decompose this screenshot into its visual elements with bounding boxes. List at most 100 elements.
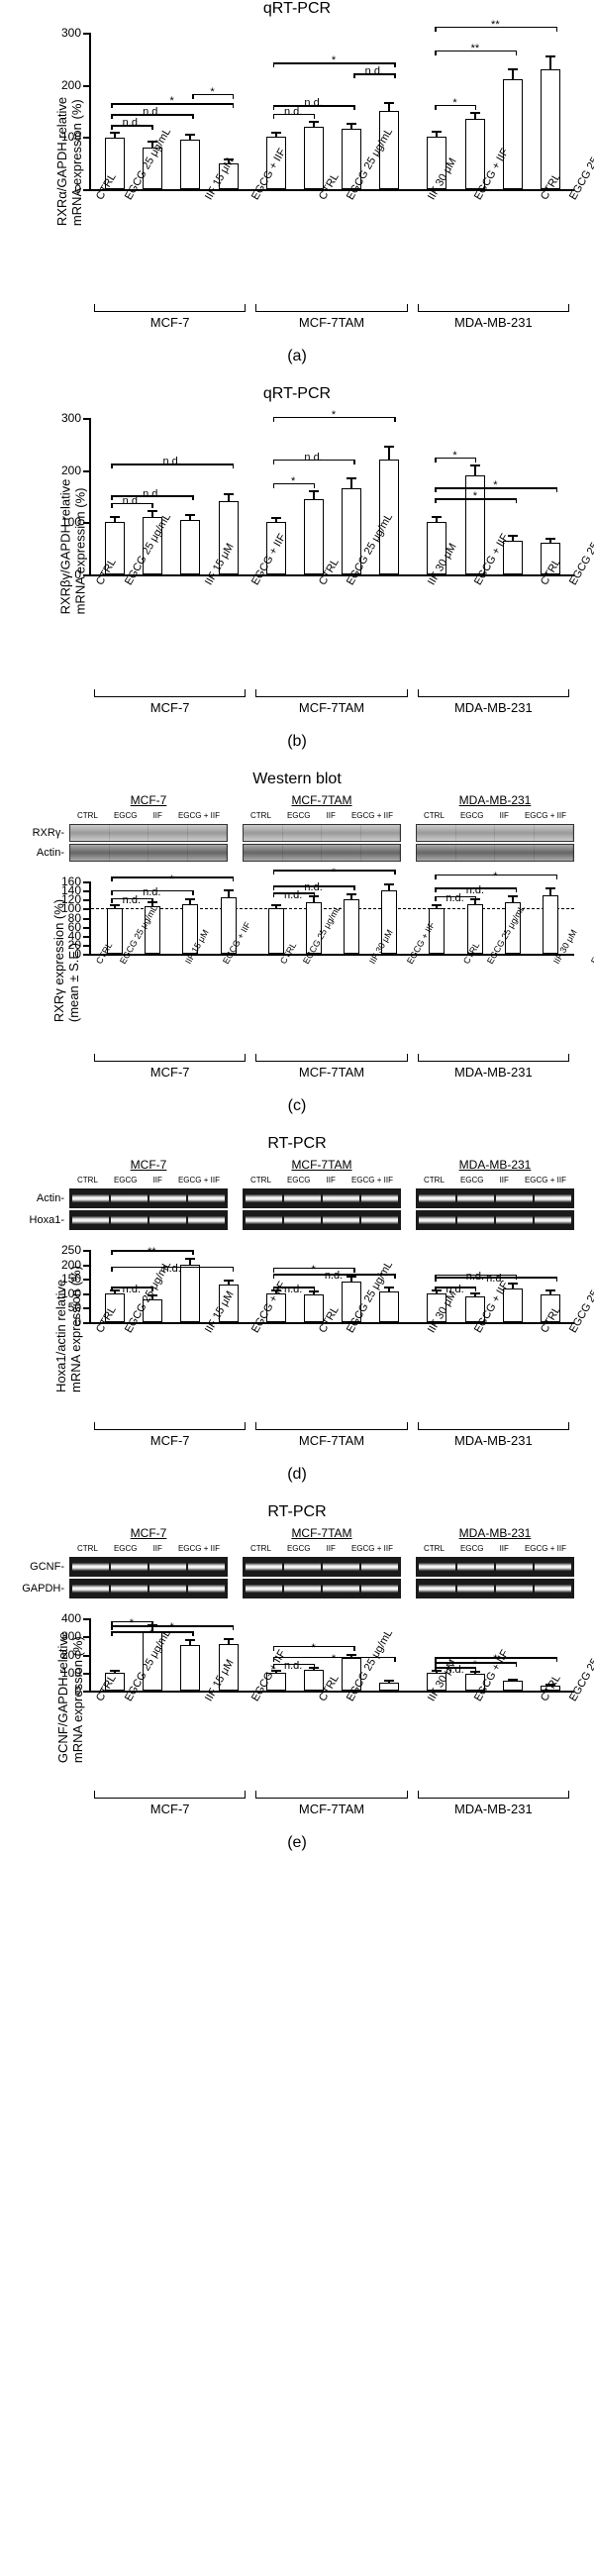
sig-label: n.d.: [446, 892, 463, 904]
blot-cell-label: MCF-7TAM: [243, 1158, 401, 1172]
y-tick-label: 200: [47, 1258, 81, 1272]
chart-title: RT-PCR: [0, 1503, 594, 1521]
cell-line-label: MCF-7TAM: [250, 315, 412, 330]
cell-line-label: MCF-7TAM: [250, 1802, 412, 1816]
sig-label: n.d.: [284, 106, 302, 118]
blot-section: MCF-7MCF-7TAMMDA-MB-231CTRLEGCGIIFEGCG +…: [20, 1526, 574, 1598]
chart-title: qRT-PCR: [0, 0, 594, 18]
sig-label: n.d.: [365, 65, 383, 77]
cell-line-label: MCF-7: [89, 315, 250, 330]
blot-cell-label: MCF-7: [69, 1526, 228, 1540]
chart-title: Western blot: [0, 771, 594, 788]
blot-cell-label: MCF-7TAM: [243, 793, 401, 807]
sig-label: *: [473, 1659, 477, 1671]
y-tick-label: 200: [47, 464, 81, 477]
protein-label: GAPDH-: [20, 1583, 69, 1595]
sig-label: n.d.: [325, 1270, 343, 1282]
sig-label: *: [473, 490, 477, 502]
sig-label: *: [332, 409, 336, 421]
panel-label: (a): [0, 348, 594, 365]
y-tick-label: 200: [47, 78, 81, 92]
gel-band: [416, 1557, 574, 1577]
sig-label: *: [332, 867, 336, 878]
cell-line-label: MCF-7TAM: [250, 1065, 412, 1080]
sig-label: **: [491, 19, 500, 31]
chart-a: RXRα/GAPDH relativemRNA expression (%)01…: [10, 23, 584, 300]
blot-band: [243, 824, 401, 842]
protein-label: RXRγ-: [20, 827, 69, 839]
protein-label: Hoxa1-: [20, 1214, 69, 1226]
panel-a: qRT-PCR RXRα/GAPDH relativemRNA expressio…: [0, 0, 594, 365]
y-tick-label: 0: [47, 1315, 81, 1329]
y-axis-label: RXRα/GAPDH relativemRNA expression (%): [54, 97, 84, 226]
gel-band: [416, 1188, 574, 1208]
cell-line-label: MCF-7: [89, 1065, 250, 1080]
blot-band: [69, 844, 228, 862]
gel-band: [416, 1210, 574, 1230]
panel-label: (b): [0, 733, 594, 751]
chart-c: RXRγ expression (%)(mean ± S.E.)02040608…: [10, 872, 584, 1050]
sig-label: *: [210, 86, 214, 98]
cell-line-label: MCF-7TAM: [250, 700, 412, 715]
chart-d: Hoxa1/actin relativemRNA expression (%)0…: [10, 1240, 584, 1418]
y-tick-label: 50: [47, 1300, 81, 1314]
sig-label: n.d.: [304, 452, 322, 464]
sig-label: *: [493, 871, 497, 882]
blot-cell-label: MDA-MB-231: [416, 1158, 574, 1172]
cell-line-label: MCF-7: [89, 1802, 250, 1816]
cell-line-label: MCF-7: [89, 1433, 250, 1448]
gel-band: [243, 1210, 401, 1230]
sig-label: *: [311, 1642, 315, 1654]
sig-label: *: [332, 1653, 336, 1665]
group-brackets: MCF-7MCF-7TAMMDA-MB-231: [89, 1054, 574, 1080]
sig-label: **: [471, 43, 480, 54]
sig-label: *: [149, 1627, 153, 1639]
sig-label: n.d.: [143, 886, 160, 898]
cell-line-label: MCF-7: [89, 700, 250, 715]
sig-label: *: [130, 1617, 134, 1629]
blot-section: MCF-7 MCF-7TAM MDA-MB-231 CTRLEGCGIIFEGCG +…: [20, 1158, 574, 1230]
sig-label: n.d.: [162, 456, 180, 467]
sig-label: *: [452, 97, 456, 109]
chart-b: RXRβγ/GAPDH relativemRNA expression (%)0…: [10, 408, 584, 685]
sig-label: *: [170, 95, 174, 107]
blot-cell-label: MCF-7: [69, 1158, 228, 1172]
sig-label: n.d.: [284, 889, 302, 901]
sig-label: n.d.: [143, 106, 160, 118]
y-tick-label: 0: [47, 567, 81, 581]
blot-lane-headers: CTRLEGCGIIFEGCG + IIF: [416, 1176, 574, 1185]
blot-band: [243, 844, 401, 862]
panel-label: (e): [0, 1834, 594, 1852]
y-tick-label: 300: [47, 411, 81, 425]
y-axis-label: RXRβγ/GAPDH relativemRNA expression (%): [57, 479, 87, 615]
sig-label: *: [291, 475, 295, 487]
gel-band: [243, 1579, 401, 1598]
sig-label: n.d.: [123, 894, 141, 906]
blot-lane-headers: CTRLEGCGIIFEGCG + IIF: [69, 811, 228, 820]
panel-label: (d): [0, 1466, 594, 1484]
y-tick-label: 300: [47, 1629, 81, 1643]
blot-band: [416, 844, 574, 862]
protein-label: Actin-: [20, 1192, 69, 1204]
group-brackets: MCF-7MCF-7TAMMDA-MB-231: [89, 304, 574, 330]
cell-line-label: MDA-MB-231: [413, 1802, 574, 1816]
cell-line-label: MDA-MB-231: [413, 1433, 574, 1448]
blot-lane-headers: CTRLEGCGIIFEGCG + IIF: [69, 1544, 228, 1553]
sig-label: n.d.: [143, 488, 160, 500]
gel-band: [69, 1210, 228, 1230]
blot-lane-headers: CTRLEGCGIIFEGCG + IIF: [416, 811, 574, 820]
x-labels: CTRLEGCG 25 μg/mLIIF 15 μMEGCG + IIFCTRL…: [89, 1324, 574, 1418]
protein-label: Actin-: [20, 847, 69, 859]
sig-label: *: [332, 54, 336, 66]
y-tick-label: 100: [47, 1666, 81, 1680]
group-brackets: MCF-7MCF-7TAMMDA-MB-231: [89, 1791, 574, 1816]
chart-title: qRT-PCR: [0, 385, 594, 403]
gel-band: [69, 1579, 228, 1598]
chart-title: RT-PCR: [0, 1135, 594, 1153]
x-labels: CTRLEGCG 25 μg/mLIIF 15 μMEGCG + IIFCTRL…: [89, 576, 574, 685]
blot-lane-headers: CTRLEGCGIIFEGCG + IIF: [243, 1176, 401, 1185]
sig-label: n.d.: [123, 117, 141, 129]
blot-lane-headers: CTRLEGCGIIFEGCG + IIF: [416, 1544, 574, 1553]
gel-band: [243, 1557, 401, 1577]
sig-label: n.d.: [304, 97, 322, 109]
